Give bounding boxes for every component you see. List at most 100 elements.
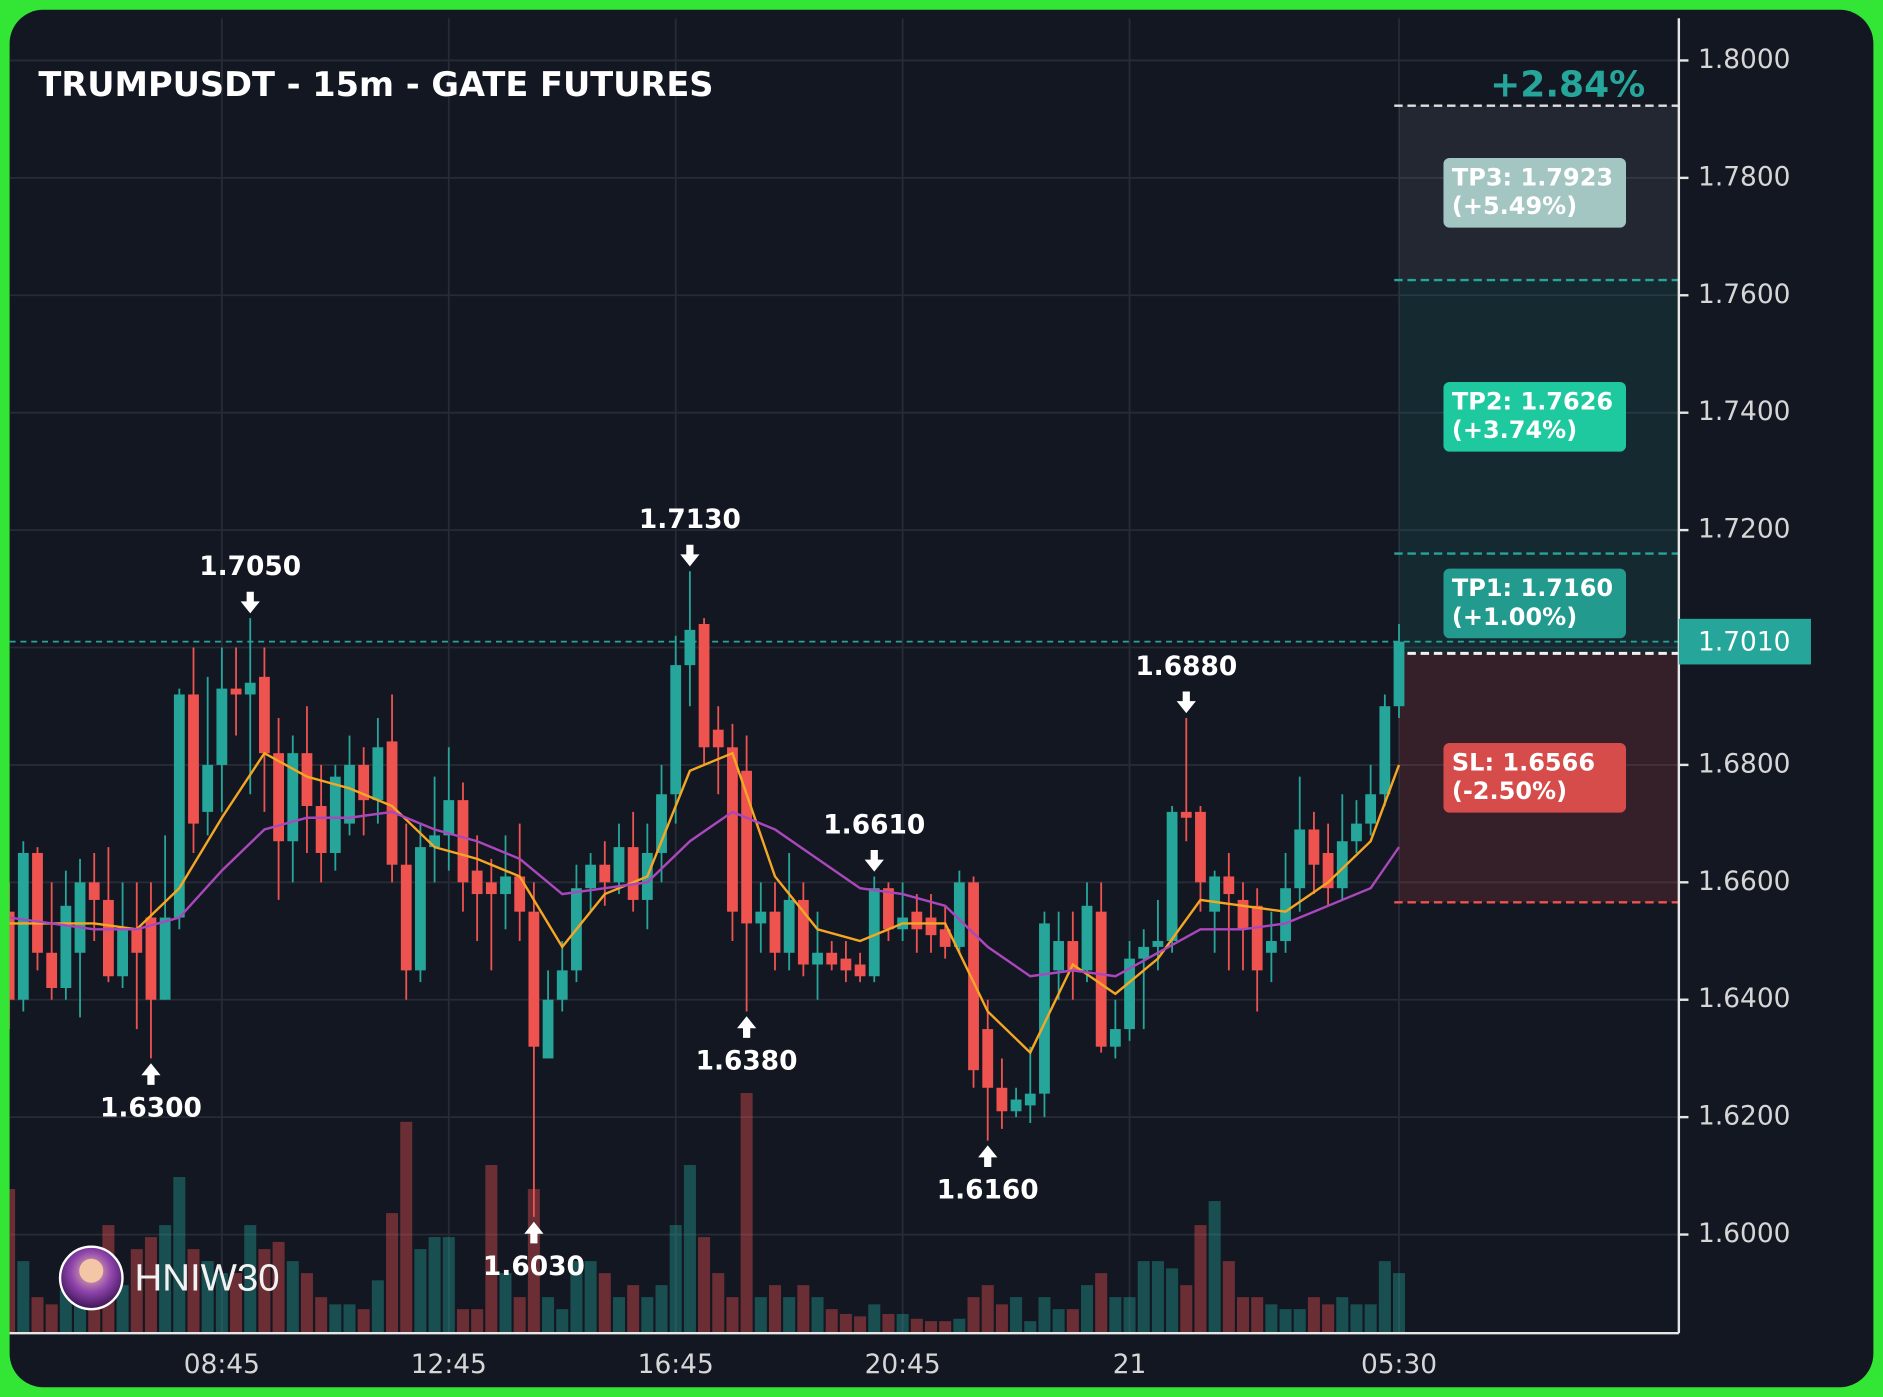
x-tick-label: 16:45 xyxy=(638,1349,714,1380)
candle-body xyxy=(797,899,809,965)
volume-bar xyxy=(343,1304,356,1334)
level-box xyxy=(1443,568,1627,639)
y-tick-label: 1.6400 xyxy=(1698,983,1790,1014)
panel xyxy=(9,9,1874,1388)
candle-body xyxy=(868,888,880,977)
candle-body xyxy=(159,917,171,1000)
level-sub: (-2.50%) xyxy=(1452,777,1567,805)
volume-bar xyxy=(1251,1297,1264,1334)
watermark: HNIW30 xyxy=(58,1245,280,1311)
volume-bar xyxy=(1237,1297,1250,1334)
candle-body xyxy=(727,747,738,912)
candle-body xyxy=(9,911,15,1000)
candle-body xyxy=(514,876,526,912)
candle-body xyxy=(273,753,284,842)
candle-body xyxy=(599,864,611,883)
candle-body xyxy=(400,864,412,971)
volume-bar xyxy=(130,1249,143,1334)
candle-body xyxy=(911,911,923,930)
y-tick-label: 1.6000 xyxy=(1698,1218,1790,1249)
annotation-arrow xyxy=(978,1145,998,1168)
candle-body xyxy=(982,1029,994,1088)
volume-bar xyxy=(315,1297,328,1334)
volume-bar xyxy=(513,1297,526,1334)
candle-body xyxy=(1294,829,1306,889)
candle-body xyxy=(117,929,128,977)
volume-bar xyxy=(1123,1297,1136,1334)
candle-body xyxy=(60,905,72,988)
candle-body xyxy=(1336,841,1348,889)
candle-body xyxy=(939,929,951,947)
candle-body xyxy=(1138,946,1150,959)
volume-bar xyxy=(1378,1261,1391,1334)
volume-bar xyxy=(414,1249,427,1334)
volume-bar xyxy=(329,1304,342,1334)
candle-body xyxy=(953,882,965,947)
volume-bar xyxy=(854,1316,867,1334)
volume-bar xyxy=(1024,1321,1037,1334)
volume-bar xyxy=(485,1165,498,1334)
volume-bar xyxy=(144,1237,157,1334)
candle-body xyxy=(188,694,199,824)
volume-bar xyxy=(9,1189,16,1334)
annotation-label: 1.7050 xyxy=(199,551,301,582)
annotation-label: 1.6880 xyxy=(1135,651,1237,682)
volume-bar xyxy=(1194,1225,1207,1334)
change-label: +2.84% xyxy=(1490,65,1645,106)
volume-bar xyxy=(641,1297,654,1334)
level-sub: (+1.00%) xyxy=(1452,603,1577,631)
annotation-label: 1.6160 xyxy=(937,1175,1039,1206)
volume-bar xyxy=(31,1297,44,1334)
annotation-label: 1.6380 xyxy=(696,1045,798,1076)
volume-bar xyxy=(612,1297,625,1334)
volume-bar xyxy=(754,1297,767,1334)
y-tick-label: 1.7600 xyxy=(1698,279,1790,310)
candle-body xyxy=(755,911,767,924)
candle-body xyxy=(627,847,639,900)
level-sub: (+3.74%) xyxy=(1452,416,1577,444)
level-label: TP1: 1.7160 xyxy=(1452,574,1613,602)
volume-bar xyxy=(1393,1273,1406,1334)
volume-bar xyxy=(1038,1297,1051,1334)
plot-area xyxy=(9,18,1679,1334)
candle-body xyxy=(1280,888,1291,942)
candle-body xyxy=(783,899,795,953)
candle-body xyxy=(429,835,441,848)
candle-body xyxy=(131,929,143,953)
candle-body xyxy=(1209,876,1221,912)
volume-bar xyxy=(542,1297,555,1334)
candle-body xyxy=(613,847,625,883)
volume-bar xyxy=(1080,1285,1094,1334)
x-tick-label: 21 xyxy=(1113,1349,1147,1380)
level-box xyxy=(1443,743,1627,813)
candle-body xyxy=(1124,958,1135,1030)
volume-bar xyxy=(896,1313,909,1334)
candle-body xyxy=(1039,923,1050,1094)
annotation-arrow xyxy=(737,1016,757,1038)
candle-body xyxy=(1180,811,1192,818)
level-label: SL: 1.6566 xyxy=(1452,748,1595,776)
volume-bar xyxy=(230,1273,243,1334)
volume-bar xyxy=(1010,1297,1023,1334)
volume-bar xyxy=(1265,1304,1278,1334)
annotation-arrow xyxy=(680,544,700,567)
candle-body xyxy=(769,911,781,953)
avatar-face xyxy=(79,1258,104,1283)
volume-bar xyxy=(967,1297,980,1334)
candle-body xyxy=(471,870,483,895)
annotation-label: 1.6030 xyxy=(483,1251,585,1282)
volume-bar xyxy=(116,1285,129,1334)
volume-bar xyxy=(995,1304,1008,1334)
volume-bar xyxy=(797,1285,810,1334)
candle-body xyxy=(854,964,866,977)
candle-body xyxy=(1081,905,1093,971)
volume-bar xyxy=(698,1237,711,1334)
volume-bar xyxy=(1052,1309,1065,1334)
volume-bar xyxy=(825,1309,838,1334)
volume-bar xyxy=(839,1313,852,1334)
candle-body xyxy=(656,794,667,853)
volume-bar xyxy=(173,1177,186,1334)
annotation-arrow xyxy=(524,1221,544,1244)
